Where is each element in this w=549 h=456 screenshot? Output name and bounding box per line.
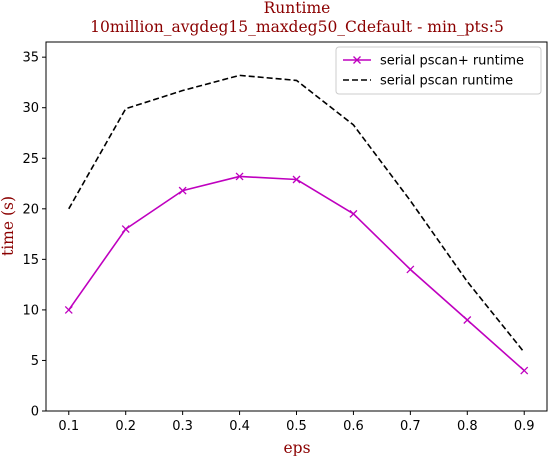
y-tick-label: 25	[22, 152, 39, 167]
legend-label-2: serial pscan runtime	[380, 74, 513, 89]
series-1-point-2	[121, 225, 130, 233]
y-tick-label: 10	[22, 303, 39, 318]
chart-title: Runtime	[264, 0, 331, 17]
series-1-point-1	[64, 305, 73, 314]
y-axis: 0 5 10 15 20 25 30 35	[22, 51, 46, 420]
series-1-point-3	[178, 186, 187, 195]
series-1-point-8	[463, 316, 472, 324]
y-tick-label: 0	[31, 405, 39, 420]
x-tick-label: 0.6	[343, 419, 364, 434]
x-tick-label: 0.5	[286, 419, 307, 434]
y-tick-label: 20	[22, 202, 39, 217]
series-1-point-6	[349, 209, 358, 218]
series-1-point-5	[292, 175, 301, 184]
x-axis-label: eps	[283, 439, 310, 456]
series-1-point-9	[520, 366, 529, 375]
y-tick-label: 5	[31, 354, 39, 369]
legend-box	[335, 46, 542, 95]
plot-area-frame	[45, 41, 548, 412]
x-tick-label: 0.7	[400, 419, 421, 434]
chart-subtitle: 10million_avgdeg15_maxdeg50_Cdefault - m…	[90, 18, 504, 36]
plot-series	[64, 74, 529, 375]
x-tick-label: 0.2	[115, 419, 136, 434]
legend-label-1: serial pscan+ runtime	[380, 54, 524, 69]
x-tick-label: 0.8	[457, 419, 478, 434]
x-tick-label: 0.1	[58, 419, 79, 434]
y-axis-label: time (s)	[0, 196, 17, 256]
x-axis: 0.1 0.2 0.3 0.4 0.5 0.6 0.7 0.8 0.9	[58, 411, 535, 434]
x-tick-label: 0.3	[172, 419, 193, 434]
x-tick-label: 0.9	[514, 419, 535, 434]
series-line-1	[68, 175, 525, 372]
series-1-point-7	[406, 265, 415, 274]
y-tick-label: 15	[22, 253, 39, 268]
legend-marker	[353, 56, 361, 64]
legend: serial pscan+ runtime serial pscan runtim…	[335, 46, 542, 95]
x-tick-label: 0.4	[229, 419, 250, 434]
series-line-2	[68, 74, 525, 353]
y-tick-label: 30	[22, 101, 39, 116]
y-tick-label: 35	[22, 51, 39, 66]
series-1-point-4	[235, 172, 244, 181]
